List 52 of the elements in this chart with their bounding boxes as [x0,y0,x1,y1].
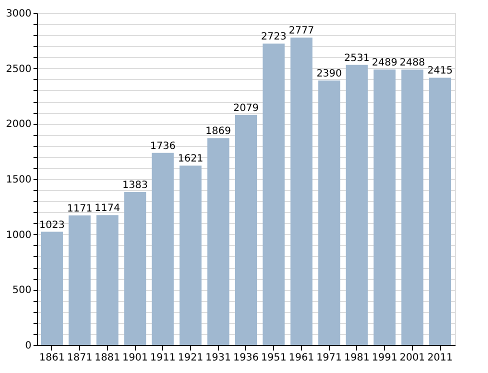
data-label: 2488 [400,58,426,69]
bar [374,70,396,345]
bar [429,78,452,345]
x-tick-label: 2001 [400,352,426,364]
x-tick-label: 1961 [288,352,314,364]
data-label: 2415 [427,66,453,77]
x-tick-label: 1981 [344,352,370,364]
x-tick-label: 2011 [427,352,453,364]
y-tick-label: 3000 [6,8,32,20]
x-tick-label: 1951 [260,352,286,364]
bar [235,114,257,345]
data-label: 2489 [372,58,398,69]
data-label: 2777 [288,26,314,37]
bar [346,64,368,345]
data-label: 1171 [66,203,92,214]
x-tick-label: 1921 [178,352,204,364]
x-tick-label: 1936 [233,352,259,364]
data-label: 2390 [316,68,342,80]
data-label: 1174 [94,203,120,214]
data-label: 1621 [178,154,204,165]
bar [290,38,312,345]
y-tick-label: 1500 [6,174,32,186]
bar [68,215,91,345]
data-label: 1023 [39,220,65,231]
x-tick-label: 1931 [206,352,232,364]
bar [152,152,174,345]
bar [401,70,424,345]
bar [96,215,118,345]
y-tick-label: 0 [25,340,32,352]
x-tick-label: 1881 [94,352,120,364]
x-tick-label: 1991 [372,352,398,364]
data-label: 1383 [122,180,148,191]
data-label: 2079 [233,102,259,114]
bar [40,232,63,345]
bar [124,192,146,345]
data-label: 1869 [206,126,232,138]
data-label: 2723 [260,32,286,43]
data-label: 1736 [150,140,176,152]
x-tick-label: 1911 [150,352,176,364]
bar [318,80,340,345]
x-tick-label: 1901 [122,352,148,364]
y-tick-label: 2000 [6,119,32,130]
data-label: 2531 [344,52,370,64]
x-tick-label: 1871 [66,352,92,364]
x-tick-label: 1861 [39,352,65,364]
y-tick-label: 2500 [6,64,32,75]
bar [207,138,230,345]
y-tick-label: 1000 [6,230,32,241]
bar [262,44,285,345]
bar [180,166,202,345]
y-tick-label: 500 [12,285,32,296]
x-tick-label: 1971 [316,352,342,364]
